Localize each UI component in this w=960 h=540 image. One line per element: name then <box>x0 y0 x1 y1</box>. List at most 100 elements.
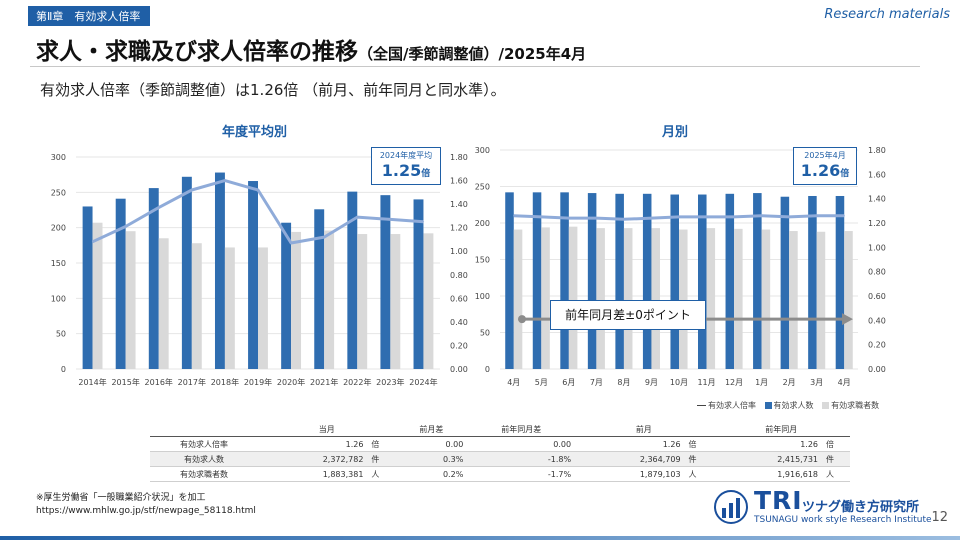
x-tick-label: 2月 <box>783 378 796 387</box>
logo-jp: ツナグ働き方研究所 <box>802 500 920 515</box>
cell: 2,364,709 <box>575 451 685 467</box>
monthly-chart-title: 月別 <box>662 125 689 140</box>
bar-job-seekers <box>568 226 578 369</box>
cell-unit: 件 <box>684 451 713 467</box>
y-right-tick-label: 1.00 <box>450 247 468 256</box>
monthly-legend: 有効求人倍率 有効求人数 有効求職者数 <box>697 400 885 411</box>
x-tick-label: 2020年 <box>277 377 305 387</box>
source-note-text: ※厚生労働省「一般職業紹介状況」を加工 <box>36 493 206 503</box>
y-right-tick-label: 0.80 <box>868 268 886 277</box>
line-swatch <box>697 405 706 406</box>
y-left-tick-label: 0 <box>485 365 490 374</box>
y-left-tick-label: 250 <box>51 188 66 197</box>
x-tick-label: 2018年 <box>211 377 239 387</box>
y-left-tick-label: 300 <box>51 153 66 162</box>
cell-unit: 件 <box>822 451 850 467</box>
x-tick-label: 4月 <box>838 378 851 387</box>
bar-job-openings <box>148 188 159 369</box>
y-left-tick-label: 50 <box>56 330 66 339</box>
annual-callout-value: 1.25 <box>381 161 422 180</box>
ratio-point <box>540 216 542 218</box>
bar-job-openings <box>670 194 679 369</box>
annual-chart-title: 年度平均別 <box>222 125 288 140</box>
bar-job-seekers <box>513 229 523 369</box>
bar-job-openings <box>214 172 225 369</box>
ratio-point <box>843 215 845 217</box>
cell: 1.26 <box>712 436 822 452</box>
y-left-tick-label: 0 <box>61 365 66 374</box>
tri-emblem-icon <box>714 490 748 524</box>
table-header-row: 当月 前月差 前年同月差 前月 前年同月 <box>150 422 850 437</box>
table-row: 有効求職者数 1,883,381 人 0.2% -1.7% 1,879,103 … <box>150 466 850 482</box>
x-tick-label: 3月 <box>810 378 823 387</box>
x-tick-label: 2016年 <box>145 377 173 387</box>
ratio-point <box>816 215 818 217</box>
bar-job-openings <box>808 195 817 369</box>
bar-job-seekers <box>191 243 202 369</box>
x-tick-label: 5月 <box>535 378 548 387</box>
row-label: 有効求人数 <box>150 451 258 467</box>
x-tick-label: 10月 <box>670 378 688 387</box>
bar-job-seekers <box>258 247 268 369</box>
bar-job-seekers <box>423 233 434 369</box>
bar-job-openings <box>753 193 762 369</box>
legend-item-applicants: 有効求職者数 <box>822 401 879 410</box>
y-right-tick-label: 0.60 <box>450 294 468 303</box>
page-subtitle: 有効求人倍率（季節調整値）は1.26倍 （前月、前年同月と同水準）。 <box>40 81 506 99</box>
ratio-point <box>191 189 193 191</box>
y-right-tick-label: 0.20 <box>868 341 886 350</box>
annual-chart: 0 50 100 150 200 250 300 0.00 0.20 0.40 0.60 0.80 1.… <box>51 153 468 387</box>
legend-item-openings: 有効求人数 <box>764 401 814 410</box>
dark-swatch <box>764 401 772 409</box>
cell-unit: 倍 <box>822 436 850 452</box>
ratio-point <box>788 216 790 218</box>
ratio-point <box>91 241 94 243</box>
x-tick-label: 2014年 <box>78 377 106 387</box>
y-left-tick-label: 150 <box>51 259 66 268</box>
source-link[interactable]: https://www.mhlw.go.jp/stf/newpage_58118… <box>36 506 256 516</box>
ratio-point <box>705 216 708 218</box>
bar-job-seekers <box>125 231 136 369</box>
bar-job-openings <box>248 181 258 369</box>
legend-item-ratio: 有効求人倍率 <box>697 401 756 410</box>
ratio-point <box>568 217 570 219</box>
table-row: 有効求人数 2,372,782 件 0.3% -1.8% 2,364,709 件… <box>150 451 850 467</box>
cell: 2,372,782 <box>258 451 368 467</box>
x-tick-label: 2015年 <box>111 377 139 387</box>
ratio-point <box>257 189 259 191</box>
cell: 1,916,618 <box>712 466 822 482</box>
y-right-tick-label: 1.40 <box>450 200 468 209</box>
bar-job-openings <box>281 222 292 369</box>
x-tick-label: 2024年 <box>409 377 437 387</box>
cell: 1.26 <box>258 436 368 452</box>
monthly-callout-label: 2025年4月 <box>804 151 846 160</box>
y-right-tick-label: 0.00 <box>868 365 886 374</box>
cell-unit: 倍 <box>367 436 396 452</box>
summary-table: 当月 前月差 前年同月差 前月 前年同月 有効求人倍率 1.26 倍 0.00 … <box>150 422 850 482</box>
y-left-tick-label: 250 <box>475 183 490 192</box>
cell: 0.3% <box>395 451 468 467</box>
bar-job-seekers <box>541 227 550 369</box>
bar-job-seekers <box>224 247 235 369</box>
x-tick-label: 4月 <box>507 378 520 387</box>
table-header: 前年同月 <box>712 422 850 437</box>
y-right-tick-label: 1.40 <box>868 195 886 204</box>
bar-job-seekers <box>291 231 302 369</box>
bar-job-openings <box>587 193 597 369</box>
cell-unit: 倍 <box>684 436 713 452</box>
ratio-point <box>623 218 625 220</box>
y-left-tick-label: 50 <box>480 329 490 338</box>
page-number: 12 <box>931 510 948 525</box>
x-tick-label: 9月 <box>645 378 658 387</box>
x-tick-label: 11月 <box>697 378 715 387</box>
table-header: 前月差 <box>395 422 468 437</box>
y-left-tick-label: 100 <box>475 292 490 301</box>
ratio-point <box>678 216 680 218</box>
y-right-tick-label: 0.40 <box>450 318 468 327</box>
bar-job-seekers <box>92 222 103 369</box>
bar-job-seekers <box>324 230 335 369</box>
y-right-tick-label: 1.00 <box>868 243 886 252</box>
bar-job-openings <box>181 176 192 369</box>
source-note: ※厚生労働省「一般職業紹介状況」を加工 https://www.mhlw.go.… <box>36 492 256 518</box>
y-right-tick-label: 1.60 <box>868 170 886 179</box>
